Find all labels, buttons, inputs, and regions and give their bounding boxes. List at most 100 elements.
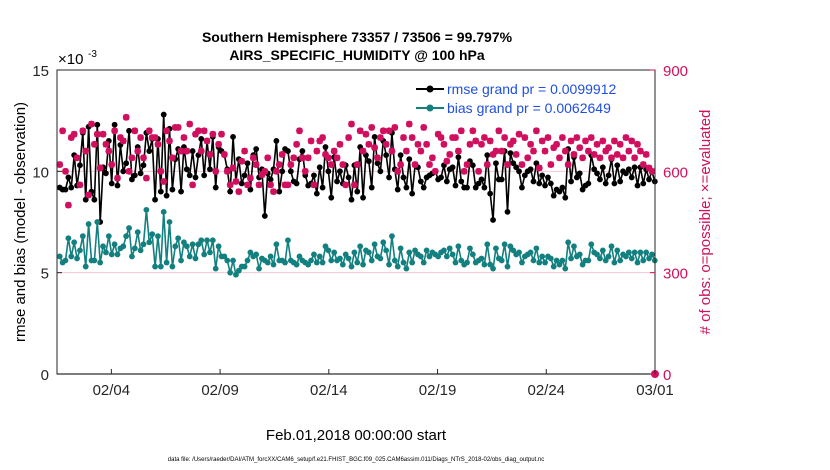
- rmse-point: [464, 184, 470, 191]
- rmse-point: [267, 176, 274, 183]
- rmse-point: [417, 178, 424, 185]
- obs-evaluated-point: [391, 124, 398, 131]
- obs-evaluated-point: [59, 127, 66, 134]
- bias-point: [111, 241, 118, 248]
- bias-point: [209, 237, 216, 244]
- bias-point: [420, 259, 427, 266]
- rmse-point: [192, 174, 199, 181]
- obs-evaluated-point: [76, 181, 83, 188]
- obs-evaluated-point: [414, 141, 421, 148]
- bias-point: [253, 251, 260, 258]
- bias-point: [559, 257, 566, 264]
- obs-evaluated-point: [313, 148, 320, 155]
- rmse-point: [579, 186, 586, 193]
- bias-point: [105, 233, 112, 240]
- rmse-point: [313, 190, 320, 197]
- obs-evaluated-point: [406, 121, 413, 128]
- bias-point: [319, 259, 326, 266]
- rmse-point: [631, 164, 638, 171]
- y-exponent-power: -3: [88, 49, 97, 60]
- rmse-point: [325, 168, 332, 175]
- obs-evaluated-point: [360, 148, 367, 155]
- y-axis-right-label: # of obs: o=possible; ×=evaluated: [697, 110, 714, 335]
- rmse-point: [201, 172, 208, 179]
- rmse-point: [406, 156, 413, 163]
- series-layer: [56, 111, 659, 378]
- y-right-tick-label: 600: [663, 164, 688, 181]
- legend-box: [413, 78, 651, 116]
- rmse-point: [573, 174, 580, 181]
- bias-point: [391, 257, 398, 264]
- rmse-point: [539, 172, 546, 179]
- obs-evaluated-point: [631, 154, 638, 161]
- series-1: [56, 206, 658, 278]
- obs-evaluated-point: [218, 131, 225, 138]
- bias-point: [510, 247, 517, 254]
- obs-evaluated-point: [576, 144, 583, 151]
- obs-evaluated-point: [559, 134, 566, 141]
- bias-point: [637, 249, 644, 256]
- obs-evaluated-point: [614, 151, 621, 158]
- bias-point: [267, 253, 274, 260]
- obs-evaluated-point: [201, 127, 208, 134]
- rmse-point: [513, 164, 520, 171]
- bias-point: [368, 257, 375, 264]
- bias-point: [103, 249, 109, 256]
- obs-evaluated-point: [481, 134, 488, 141]
- obs-evaluated-point: [284, 181, 291, 188]
- bias-point: [215, 243, 222, 250]
- legend-rmse-marker: [426, 85, 434, 93]
- bias-point: [594, 251, 600, 258]
- rmse-point: [261, 213, 268, 219]
- bias-point: [178, 257, 184, 264]
- bias-point: [270, 261, 277, 268]
- obs-evaluated-point: [386, 127, 393, 134]
- bias-point: [224, 257, 231, 264]
- bias-point: [585, 257, 592, 264]
- obs-evaluated-point: [510, 137, 517, 144]
- obs-evaluated-point: [588, 134, 595, 141]
- obs-evaluated-point: [157, 168, 164, 175]
- rmse-point: [487, 190, 494, 197]
- bias-point: [498, 257, 505, 264]
- series-3: [56, 114, 655, 209]
- bias-point: [478, 255, 485, 262]
- bias-point: [129, 253, 135, 260]
- obs-evaluated-point: [521, 134, 528, 141]
- obs-evaluated-point: [114, 175, 121, 182]
- obs-evaluated-point: [501, 134, 508, 141]
- obs-evaluated-point: [206, 151, 213, 158]
- bias-point: [230, 257, 236, 264]
- obs-evaluated-point: [331, 148, 338, 155]
- rmse-point: [293, 180, 300, 187]
- bias-point: [493, 245, 499, 252]
- obs-evaluated-point: [102, 141, 109, 148]
- obs-evaluated-point: [412, 161, 419, 168]
- rmse-point: [354, 188, 361, 195]
- obs-evaluated-point: [212, 168, 219, 175]
- bias-point: [256, 265, 262, 272]
- rmse-point: [198, 136, 205, 142]
- obs-evaluated-point: [409, 134, 416, 141]
- obs-evaluated-point: [400, 134, 407, 141]
- bias-point: [446, 245, 453, 252]
- rmse-point: [360, 194, 366, 201]
- bias-point: [120, 243, 127, 250]
- rmse-point: [91, 196, 98, 203]
- bias-point: [501, 241, 508, 248]
- bias-point: [183, 243, 190, 250]
- obs-evaluated-point: [455, 148, 462, 155]
- bias-point: [360, 261, 366, 268]
- rmse-point: [403, 184, 410, 191]
- obs-evaluated-point: [423, 141, 430, 148]
- obs-evaluated-point: [336, 141, 343, 148]
- bias-point: [556, 261, 563, 268]
- bias-point: [481, 261, 488, 268]
- obs-evaluated-point: [461, 168, 468, 175]
- obs-evaluated-point: [339, 161, 346, 168]
- obs-evaluated-point: [487, 137, 494, 144]
- legend: rmse grand pr = 0.0099912 bias grand pr …: [413, 78, 651, 116]
- rmse-point: [452, 182, 459, 189]
- obs-evaluated-point: [585, 148, 592, 155]
- bias-point: [553, 257, 560, 264]
